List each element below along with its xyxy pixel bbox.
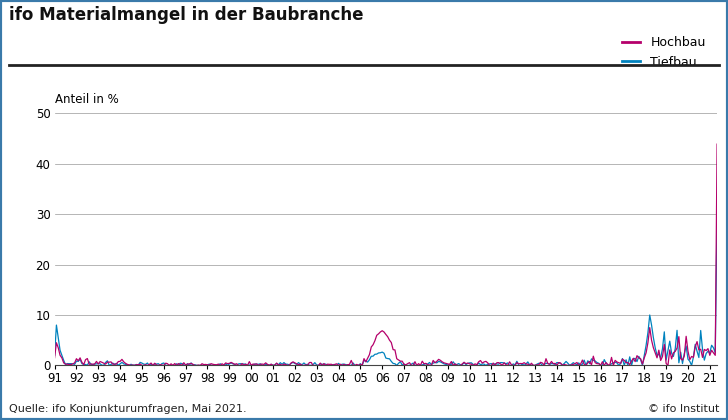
Text: ifo Materialmangel in der Baubranche: ifo Materialmangel in der Baubranche: [9, 6, 363, 24]
Tiefbau: [192, 363, 201, 368]
Hochbau: [620, 358, 629, 363]
Line: Tiefbau: Tiefbau: [55, 214, 717, 365]
Tiefbau: [620, 363, 629, 368]
Tiefbau: [316, 361, 325, 366]
Tiefbau: [125, 363, 134, 368]
Hochbau: [234, 363, 243, 368]
Hochbau: [316, 361, 325, 366]
Tiefbau: [684, 357, 692, 362]
Hochbau: [138, 363, 146, 368]
Hochbau: [192, 363, 201, 368]
Text: © ifo Institut: © ifo Institut: [648, 404, 719, 414]
Text: Quelle: ifo Konjunkturumfragen, Mai 2021.: Quelle: ifo Konjunkturumfragen, Mai 2021…: [9, 404, 246, 414]
Hochbau: [684, 349, 692, 354]
Hochbau: [713, 142, 721, 147]
Tiefbau: [234, 362, 243, 367]
Tiefbau: [713, 212, 721, 217]
Text: Anteil in %: Anteil in %: [55, 93, 119, 106]
Hochbau: [50, 355, 59, 360]
Tiefbau: [320, 362, 328, 367]
Line: Hochbau: Hochbau: [55, 144, 717, 365]
Tiefbau: [50, 353, 59, 358]
Legend: Hochbau, Tiefbau: Hochbau, Tiefbau: [617, 32, 711, 74]
Hochbau: [320, 361, 328, 366]
